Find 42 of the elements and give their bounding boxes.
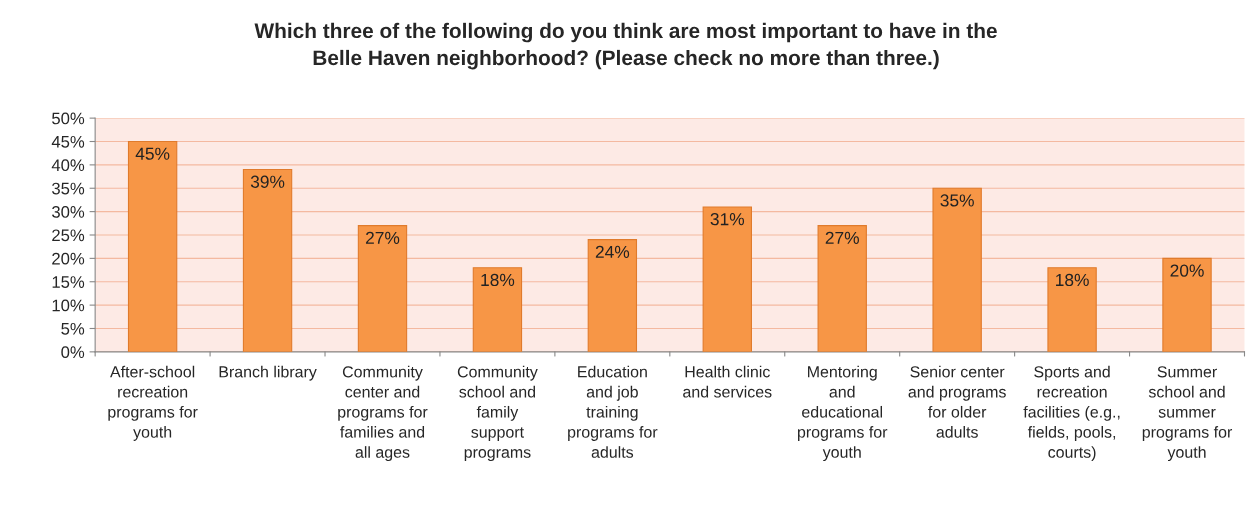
data-label: 31% (710, 213, 745, 226)
x-tick-label: Community center and programs for families and all ages (338, 365, 428, 462)
data-label: 45% (135, 147, 170, 160)
y-tick-label: 35% (52, 182, 85, 195)
bar (702, 206, 752, 352)
y-tick-label: 45% (51, 135, 85, 148)
bar (357, 225, 408, 352)
x-tick-label: Mentoring and educational programs for youth (797, 365, 888, 462)
bar (472, 267, 523, 352)
data-label: 20% (1170, 264, 1204, 277)
x-tick-label: Summer school and summer programs for youth (1142, 366, 1233, 462)
bar (932, 187, 982, 352)
y-tick-label: 25% (52, 229, 85, 242)
y-tick-label: 20% (52, 252, 85, 265)
data-label: 24% (595, 245, 630, 258)
y-tick-label: 5% (61, 322, 85, 335)
y-tick-label: 30% (52, 206, 85, 218)
data-label: 35% (940, 194, 974, 207)
bar (587, 239, 638, 352)
data-label: 27% (825, 231, 859, 244)
bar (817, 225, 867, 352)
bar (127, 140, 178, 352)
bar (1047, 267, 1097, 352)
data-label: 27% (365, 231, 400, 244)
y-tick-label: 50% (52, 112, 85, 125)
x-tick-label: Sports and recreation facilities (e.g., fields, pools, courts) (1023, 365, 1120, 462)
data-label: 39% (250, 175, 285, 188)
y-tick-label: 15% (52, 276, 85, 288)
bar (1162, 257, 1212, 352)
y-tick-label: 0% (61, 346, 85, 359)
data-label: 18% (1056, 273, 1089, 287)
data-label: 18% (481, 273, 515, 287)
x-tick-label: Education and job training programs for adults (568, 365, 658, 458)
chart-title: Which three of the following do you think are most important to have in the Belle Haven neighborhood? (Please check no more than three.) (254, 22, 997, 70)
x-tick-label: Community school and family support programs (457, 365, 538, 462)
x-tick-label: After-school recreation programs for youth (108, 365, 198, 441)
x-tick-label: Branch library (219, 365, 317, 381)
y-tick-label: 40% (51, 159, 85, 172)
bar (242, 168, 293, 352)
x-tick-label: Senior center and programs for older adults (908, 365, 1006, 438)
y-tick-label: 10% (52, 299, 85, 312)
x-tick-label: Health clinic and services (683, 365, 772, 398)
